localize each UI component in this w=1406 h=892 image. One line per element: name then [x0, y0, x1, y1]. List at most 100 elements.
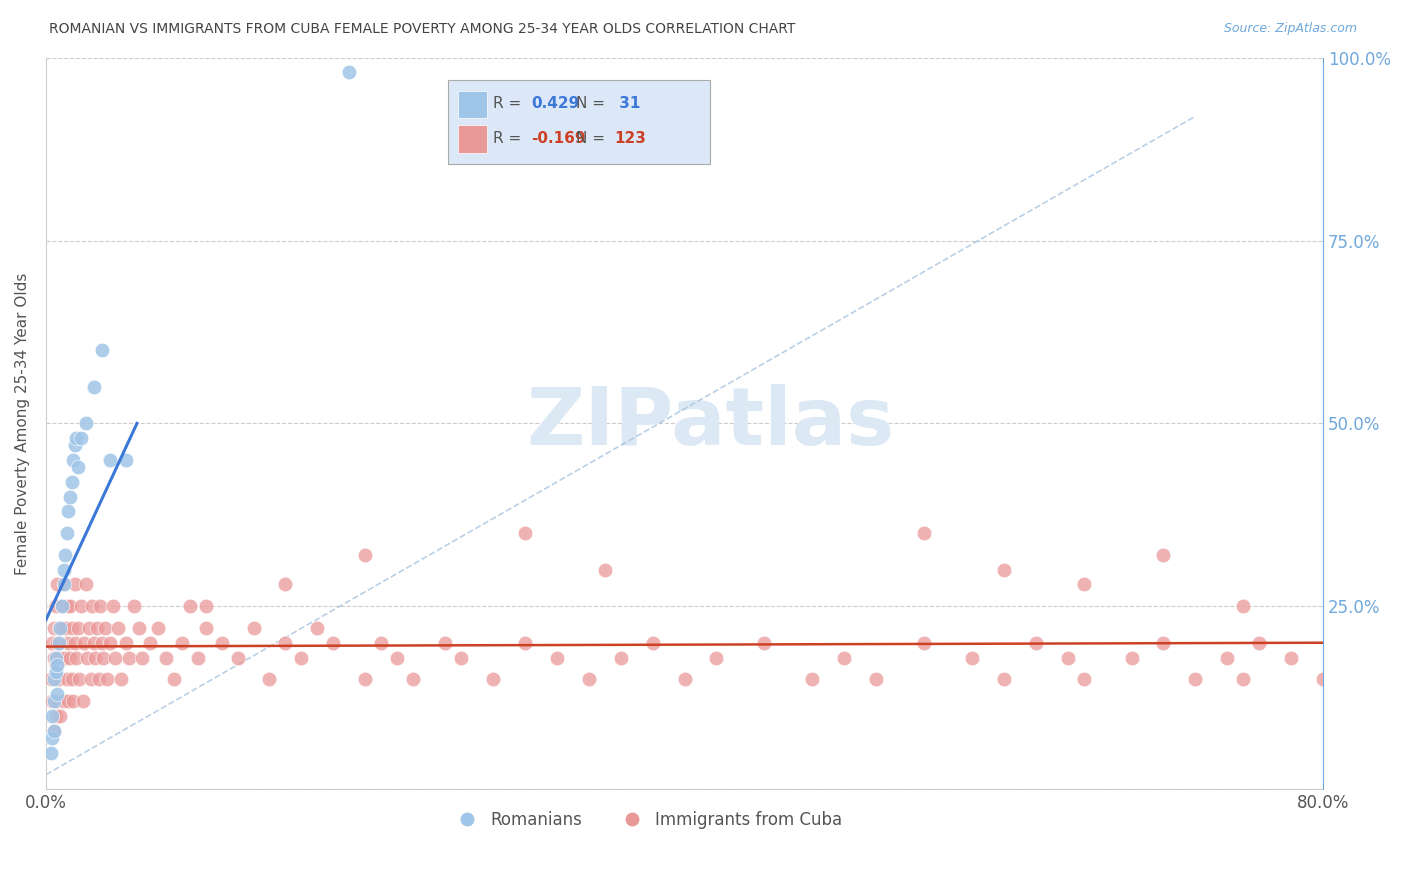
Point	[84, 650, 107, 665]
Point	[434, 636, 457, 650]
Point	[337, 65, 360, 79]
Point	[60, 621, 83, 635]
Point	[1073, 673, 1095, 687]
Point	[960, 650, 983, 665]
Point	[114, 636, 136, 650]
Point	[63, 636, 86, 650]
Point	[48, 636, 70, 650]
Point	[1153, 548, 1175, 562]
Point	[641, 636, 664, 650]
Point	[211, 636, 233, 650]
Point	[1216, 650, 1239, 665]
Point	[513, 526, 536, 541]
Point	[45, 709, 67, 723]
Point	[107, 621, 129, 635]
Point	[131, 650, 153, 665]
Text: R =: R =	[494, 130, 526, 145]
Point	[51, 621, 73, 635]
Point	[155, 650, 177, 665]
Point	[73, 636, 96, 650]
Point	[593, 563, 616, 577]
Point	[82, 599, 104, 614]
Point	[62, 453, 84, 467]
Text: R =: R =	[494, 96, 526, 112]
Point	[170, 636, 193, 650]
Point	[89, 599, 111, 614]
FancyBboxPatch shape	[458, 125, 486, 153]
Point	[75, 577, 97, 591]
Point	[96, 673, 118, 687]
Point	[41, 694, 63, 708]
Point	[41, 709, 63, 723]
Point	[53, 650, 76, 665]
Point	[912, 636, 935, 650]
Text: 123: 123	[614, 130, 647, 145]
Point	[46, 687, 69, 701]
Point	[51, 599, 73, 614]
Text: 31: 31	[614, 96, 641, 112]
Point	[163, 673, 186, 687]
Point	[482, 673, 505, 687]
FancyBboxPatch shape	[449, 79, 710, 164]
Point	[46, 694, 69, 708]
Point	[322, 636, 344, 650]
Point	[578, 673, 600, 687]
Point	[1344, 650, 1367, 665]
Point	[66, 621, 89, 635]
Point	[187, 650, 209, 665]
Point	[94, 621, 117, 635]
Point	[259, 673, 281, 687]
Point	[42, 694, 65, 708]
Point	[55, 526, 77, 541]
Point	[122, 599, 145, 614]
Text: -0.169: -0.169	[531, 130, 586, 145]
Point	[39, 673, 62, 687]
Point	[274, 577, 297, 591]
Point	[385, 650, 408, 665]
Point	[1249, 636, 1271, 650]
Point	[52, 577, 75, 591]
Point	[706, 650, 728, 665]
Point	[101, 599, 124, 614]
Point	[66, 460, 89, 475]
Point	[46, 657, 69, 672]
Point	[45, 599, 67, 614]
Point	[513, 636, 536, 650]
Point	[1312, 673, 1334, 687]
Point	[45, 657, 67, 672]
Point	[194, 621, 217, 635]
Point	[1056, 650, 1078, 665]
Point	[65, 650, 87, 665]
Point	[128, 621, 150, 635]
Point	[72, 694, 94, 708]
Point	[354, 673, 377, 687]
Point	[59, 490, 82, 504]
Point	[49, 621, 72, 635]
Point	[42, 723, 65, 738]
Point	[42, 650, 65, 665]
Point	[1025, 636, 1047, 650]
Point	[58, 636, 80, 650]
Point	[1232, 673, 1254, 687]
Point	[62, 694, 84, 708]
Point	[402, 673, 425, 687]
Point	[832, 650, 855, 665]
Point	[45, 665, 67, 680]
Point	[48, 673, 70, 687]
Point	[83, 380, 105, 394]
Point	[609, 650, 631, 665]
FancyBboxPatch shape	[458, 91, 486, 119]
Point	[39, 746, 62, 760]
Point	[307, 621, 329, 635]
Point	[226, 650, 249, 665]
Point	[754, 636, 776, 650]
Point	[59, 599, 82, 614]
Point	[110, 673, 132, 687]
Point	[98, 636, 121, 650]
Text: N =: N =	[576, 130, 610, 145]
Point	[70, 431, 93, 445]
Point	[42, 621, 65, 635]
Point	[1279, 650, 1302, 665]
Point	[242, 621, 264, 635]
Point	[90, 636, 112, 650]
